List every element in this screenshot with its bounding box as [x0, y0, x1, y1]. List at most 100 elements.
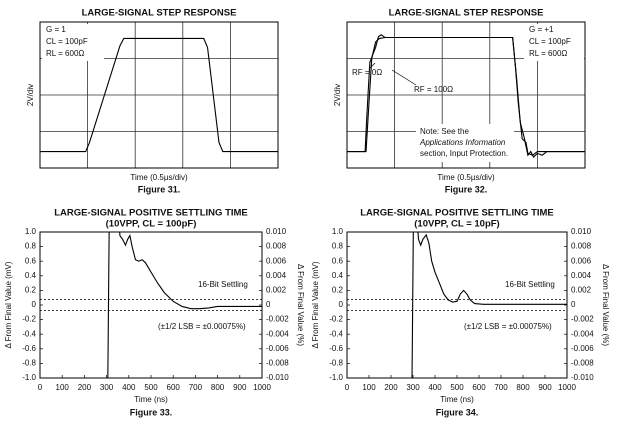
x-axis-label: Time (0.5µs/div): [437, 173, 495, 182]
y2-tick-label: 0: [266, 300, 271, 309]
y2-tick-label: -0.004: [266, 329, 289, 338]
chart-title: LARGE-SIGNAL STEP RESPONSE: [389, 8, 544, 19]
annotation: G = 1: [46, 25, 66, 34]
annotation: (±1/2 LSB = ±0.00075%): [464, 322, 552, 331]
y2-axis-label: Δ From Final Value (%): [296, 264, 305, 346]
chart-subtitle: (10VPP, CL = 100pF): [106, 219, 197, 230]
y-axis-label: 2V/div: [333, 84, 342, 106]
annotation: CL = 100pF: [46, 37, 88, 46]
annotation-box: [524, 24, 584, 61]
y-axis-label: Δ From Final Value (mV): [311, 261, 320, 348]
y-tick-label: 0.6: [332, 256, 344, 265]
y2-tick-label: 0.006: [571, 256, 592, 265]
y-tick-label: -0.8: [22, 359, 36, 368]
y-tick-label: -0.2: [22, 315, 36, 324]
x-tick-label: 900: [538, 383, 552, 392]
x-tick-label: 400: [122, 383, 136, 392]
y-axis-label: 2V/div: [26, 84, 35, 106]
y2-tick-label: -0.002: [266, 315, 289, 324]
y-tick-label: -0.6: [22, 344, 36, 353]
x-tick-label: 500: [450, 383, 464, 392]
x-axis-label: Time (0.5µs/div): [130, 173, 188, 182]
y-tick-label: 1.0: [332, 227, 344, 236]
y-tick-label: -0.4: [22, 329, 36, 338]
y-tick-label: 0: [339, 300, 344, 309]
note-line: Applications Information: [419, 138, 506, 147]
x-tick-label: 1000: [253, 383, 271, 392]
caption: Figure 34.: [436, 407, 479, 417]
y-tick-label: 0.2: [332, 286, 344, 295]
chart-title: LARGE-SIGNAL POSITIVE SETTLING TIME: [360, 208, 554, 219]
x-axis-label: Time (ns): [134, 395, 168, 404]
label-arrow: [369, 62, 376, 69]
y-tick-label: 1.0: [25, 227, 37, 236]
y2-tick-label: 0.006: [266, 256, 287, 265]
trace: [107, 232, 262, 378]
y2-tick-label: -0.010: [266, 373, 289, 382]
y-tick-label: 0.6: [25, 256, 37, 265]
chart-title: LARGE-SIGNAL POSITIVE SETTLING TIME: [54, 208, 248, 219]
y-tick-label: -0.8: [329, 359, 343, 368]
y-tick-label: 0.8: [25, 242, 37, 251]
y-tick-label: 0: [32, 300, 37, 309]
x-tick-label: 0: [345, 383, 350, 392]
x-tick-label: 800: [516, 383, 530, 392]
x-tick-label: 1000: [558, 383, 576, 392]
y2-tick-label: -0.006: [266, 344, 289, 353]
y2-tick-label: 0.010: [571, 227, 592, 236]
y-axis-label: Δ From Final Value (mV): [4, 261, 13, 348]
y2-tick-label: 0.004: [571, 271, 592, 280]
y2-tick-label: 0.004: [266, 271, 287, 280]
x-tick-label: 700: [189, 383, 203, 392]
series-label: RF = 0Ω: [352, 68, 382, 77]
x-tick-label: 700: [494, 383, 508, 392]
label-arrow: [391, 69, 417, 86]
note-line: section, Input Protection.: [420, 149, 508, 158]
annotation: 16-Bit Settling: [505, 280, 555, 289]
chart-panel: LARGE-SIGNAL STEP RESPONSE Time (0.5µs/di…: [333, 8, 586, 194]
y2-tick-label: -0.002: [571, 315, 594, 324]
caption: Figure 31.: [138, 184, 181, 194]
y2-tick-label: 0.008: [571, 242, 592, 251]
series-label: RF = 100Ω: [414, 85, 453, 94]
y2-tick-label: 0.010: [266, 227, 287, 236]
plot-frame: [346, 21, 586, 169]
y2-tick-label: -0.004: [571, 329, 594, 338]
y-tick-label: -0.6: [329, 344, 343, 353]
chart-panel: LARGE-SIGNAL POSITIVE SETTLING TIME(10VP…: [311, 208, 610, 418]
caption: Figure 32.: [445, 184, 488, 194]
x-axis-label: Time (ns): [440, 395, 474, 404]
annotation: G = +1: [529, 25, 554, 34]
y2-tick-label: -0.008: [266, 359, 289, 368]
chart-panel: LARGE-SIGNAL POSITIVE SETTLING TIME(10VP…: [4, 208, 305, 418]
y-tick-label: 0.4: [25, 271, 37, 280]
y2-tick-label: -0.010: [571, 373, 594, 382]
y2-axis-label: Δ From Final Value (%): [601, 264, 610, 346]
x-tick-label: 500: [144, 383, 158, 392]
y-tick-label: -0.2: [329, 315, 343, 324]
x-tick-label: 900: [233, 383, 247, 392]
x-tick-label: 800: [211, 383, 225, 392]
y2-tick-label: 0.002: [266, 286, 287, 295]
y-tick-label: 0.8: [332, 242, 344, 251]
annotation: RL = 600Ω: [46, 49, 84, 58]
annotation-box: [42, 24, 104, 61]
y2-tick-label: 0.002: [571, 286, 592, 295]
chart-title: LARGE-SIGNAL STEP RESPONSE: [82, 8, 237, 19]
trace: [411, 232, 567, 378]
y-tick-label: 0.4: [332, 271, 344, 280]
y-tick-label: 0.2: [25, 286, 37, 295]
x-tick-label: 200: [78, 383, 92, 392]
y2-tick-label: -0.006: [571, 344, 594, 353]
plot-frame: [39, 21, 279, 169]
y-tick-label: -0.4: [329, 329, 343, 338]
plot-frame: [346, 231, 568, 379]
x-tick-label: 300: [100, 383, 114, 392]
y2-tick-label: 0.008: [266, 242, 287, 251]
y-tick-label: -1.0: [329, 373, 343, 382]
caption: Figure 33.: [130, 407, 173, 417]
x-tick-label: 100: [56, 383, 70, 392]
annotation: RL = 600Ω: [529, 49, 567, 58]
x-tick-label: 200: [384, 383, 398, 392]
